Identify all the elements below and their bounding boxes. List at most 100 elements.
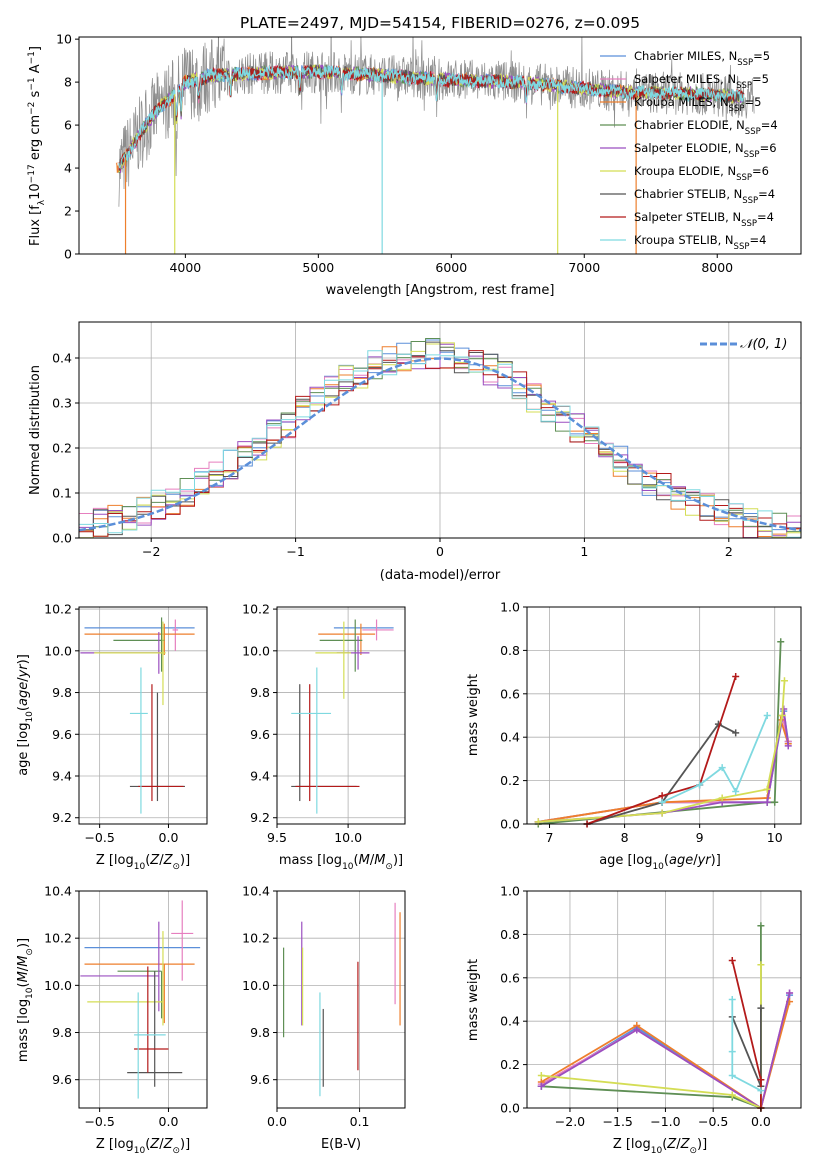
salpeter-stelib-marker bbox=[732, 672, 740, 680]
mass-vs-Z-ytick-label: 10.2 bbox=[44, 931, 72, 946]
spectrum-ytick-label: 2 bbox=[64, 204, 72, 219]
massweight-vs-age-xtick-label: 10 bbox=[767, 830, 783, 845]
age-vs-Z-ytick-label: 10.0 bbox=[44, 643, 72, 658]
massweight-vs-Z-ytick-label: 0.4 bbox=[500, 1014, 520, 1029]
age-vs-Z-ytick-label: 9.6 bbox=[52, 727, 72, 742]
mass-vs-ebv-xlabel: E(B-V) bbox=[321, 1137, 361, 1152]
residuals-legend: 𝒩(0, 1) bbox=[700, 337, 787, 352]
salpeter-elodie-marker bbox=[537, 1082, 545, 1090]
massweight-vs-age-ytick-label: 0.6 bbox=[500, 686, 520, 701]
kroupa-stelib-line bbox=[731, 999, 762, 1092]
salpeter-stelib-marker bbox=[757, 1076, 765, 1084]
legend-label: Kroupa MILES, NSSP=5 bbox=[634, 95, 761, 114]
kroupa-elodie-marker bbox=[778, 712, 786, 719]
mass-vs-Z-points bbox=[80, 900, 201, 1099]
salpeter-elodie-line bbox=[540, 992, 791, 1110]
massweight-vs-Z-xtick-label: −1.0 bbox=[650, 1114, 680, 1129]
massweight-vs-age-ylabel: mass weight bbox=[466, 674, 481, 756]
massweight-vs-age-ytick-label: 0.8 bbox=[500, 643, 520, 658]
age-vs-mass-xtick-label: 10.0 bbox=[334, 830, 362, 845]
kroupa-stelib-marker bbox=[728, 996, 736, 1003]
massweight-vs-Z-ytick-label: 0.0 bbox=[500, 1101, 520, 1116]
massweight-vs-Z-ylabel: mass weight bbox=[466, 959, 481, 1041]
massweight-vs-Z-frame bbox=[526, 890, 802, 1109]
legend-label: Kroupa STELIB, NSSP=4 bbox=[634, 233, 766, 252]
age-vs-Z-panel: −0.5 0.0 9.2 9.4 9.6 9.8 10.0 10.2 Z [log10(Z/Z… bbox=[16, 602, 208, 872]
age-vs-mass-xtick-label: 9.5 bbox=[267, 830, 287, 845]
massweight-vs-Z-panel: −2.0 −1.5 −1.0 −0.5 0.0 0.0 0.2 0.4 0.6 0.8 1.0 Z … bbox=[466, 884, 802, 1156]
spectrum-ytick-label: 8 bbox=[64, 75, 72, 90]
age-vs-Z-points bbox=[80, 617, 195, 814]
massweight-vs-age-xtick-label: 9 bbox=[696, 830, 704, 845]
kroupa-stelib-marker bbox=[696, 781, 704, 789]
kroupa-stelib-marker bbox=[757, 1087, 765, 1095]
legend-label: Chabrier MILES, NSSP=5 bbox=[634, 49, 770, 68]
age-vs-Z-ytick-label: 10.2 bbox=[44, 602, 72, 617]
mass-vs-ebv-ytick-label: 9.8 bbox=[250, 1025, 270, 1040]
massweight-vs-age-frame bbox=[526, 606, 802, 825]
mass-vs-ebv-ytick-label: 10.4 bbox=[242, 884, 270, 899]
kroupa-stelib-marker bbox=[732, 787, 740, 795]
kroupa-elodie-line bbox=[538, 680, 786, 823]
chabrier-stelib-marker bbox=[757, 1004, 765, 1012]
massweight-vs-age-ytick-label: 1.0 bbox=[500, 600, 520, 615]
mass-vs-Z-xlabel: Z [log10(Z/Z⊙)] bbox=[96, 1137, 190, 1156]
massweight-vs-age-ytick-label: 0.4 bbox=[500, 730, 520, 745]
massweight-vs-Z-ytick-label: 0.8 bbox=[500, 927, 520, 942]
chabrier-elodie-marker bbox=[771, 798, 779, 806]
residuals-xtick-label: 2 bbox=[725, 544, 733, 559]
age-vs-Z-frame bbox=[78, 606, 208, 825]
salpeter-elodie-marker bbox=[784, 742, 792, 750]
salpeter-elodie-marker bbox=[780, 705, 788, 713]
residuals-xtick-label: −1 bbox=[286, 544, 304, 559]
mass-vs-Z-ytick-label: 10.4 bbox=[44, 884, 72, 899]
residuals-xlabel: (data-model)/error bbox=[380, 568, 501, 583]
massweight-vs-Z-ytick-label: 0.2 bbox=[500, 1057, 520, 1072]
mass-vs-Z-ylabel: mass [log10(M/M⊙)] bbox=[16, 938, 35, 1062]
mass-vs-Z-panel: −0.5 0.0 9.6 9.8 10.0 10.2 10.4 Z [log10(Z/Z⊙)… bbox=[16, 884, 208, 1156]
massweight-vs-Z-xtick-label: 0.0 bbox=[751, 1114, 771, 1129]
kroupa-elodie-marker bbox=[757, 961, 765, 969]
age-vs-mass-points bbox=[291, 619, 394, 814]
legend-label: Salpeter MILES, NSSP=5 bbox=[634, 72, 769, 91]
spectrum-xtick-label: 4000 bbox=[169, 260, 201, 275]
residuals-ytick-label: 0.3 bbox=[52, 396, 72, 411]
mass-vs-ebv-ytick-label: 10.0 bbox=[242, 978, 270, 993]
mass-vs-ebv-ytick-label: 10.2 bbox=[242, 931, 270, 946]
kroupa-stelib-marker bbox=[658, 798, 666, 806]
age-vs-mass-frame bbox=[276, 606, 406, 825]
massweight-vs-age-ytick-label: 0.2 bbox=[500, 773, 520, 788]
residuals-ytick-label: 0.4 bbox=[52, 351, 72, 366]
age-vs-Z-xtick-label: 0.0 bbox=[159, 830, 179, 845]
mass-vs-ebv-ytick-label: 9.6 bbox=[250, 1072, 270, 1087]
massweight-vs-age-ytick-label: 0.0 bbox=[500, 817, 520, 832]
spectrum-xtick-label: 8000 bbox=[701, 260, 733, 275]
residuals-xtick-label: 0 bbox=[436, 544, 444, 559]
spectrum-xlabel: wavelength [Angstrom, rest frame] bbox=[326, 283, 555, 298]
mass-vs-ebv-frame bbox=[276, 890, 406, 1109]
chabrier-elodie-marker bbox=[757, 922, 765, 930]
kroupa-elodie-marker bbox=[763, 785, 771, 793]
mass-vs-Z-xtick-label: 0.0 bbox=[159, 1114, 179, 1129]
salpeter-stelib-marker bbox=[658, 792, 666, 800]
mass-vs-ebv-xtick-label: 0.0 bbox=[267, 1114, 287, 1129]
legend-label: Salpeter STELIB, NSSP=4 bbox=[634, 210, 774, 229]
mass-vs-Z-ytick-label: 10.0 bbox=[44, 978, 72, 993]
salpeter-stelib-histogram bbox=[79, 350, 801, 538]
legend-label: Chabrier ELODIE, NSSP=4 bbox=[634, 118, 778, 137]
massweight-vs-age-panel: 7 8 9 10 0.0 0.2 0.4 0.6 0.8 1.0 age [log10(age/y… bbox=[466, 600, 802, 872]
salpeter-stelib-model-line bbox=[118, 64, 745, 172]
kroupa-elodie-marker bbox=[780, 677, 788, 685]
salpeter-elodie-marker bbox=[786, 989, 794, 997]
chabrier-stelib-marker bbox=[732, 729, 740, 737]
spectrum-legend: Chabrier MILES, NSSP=5 Salpeter MILES, NS… bbox=[600, 49, 778, 252]
normal-curve bbox=[79, 357, 801, 532]
residuals-ytick-label: 0.2 bbox=[52, 441, 72, 456]
kroupa-stelib-histogram bbox=[79, 350, 801, 538]
massweight-vs-Z-xtick-label: −2.0 bbox=[555, 1114, 585, 1129]
kroupa-elodie-marker bbox=[537, 1071, 545, 1079]
salpeter-elodie-marker bbox=[633, 1026, 641, 1034]
mass-vs-ebv-panel: 0.0 0.1 9.6 9.8 10.0 10.2 10.4 E(B-V) bbox=[242, 884, 406, 1152]
age-vs-Z-ylabel: age [log10(age/yr)] bbox=[16, 654, 35, 776]
